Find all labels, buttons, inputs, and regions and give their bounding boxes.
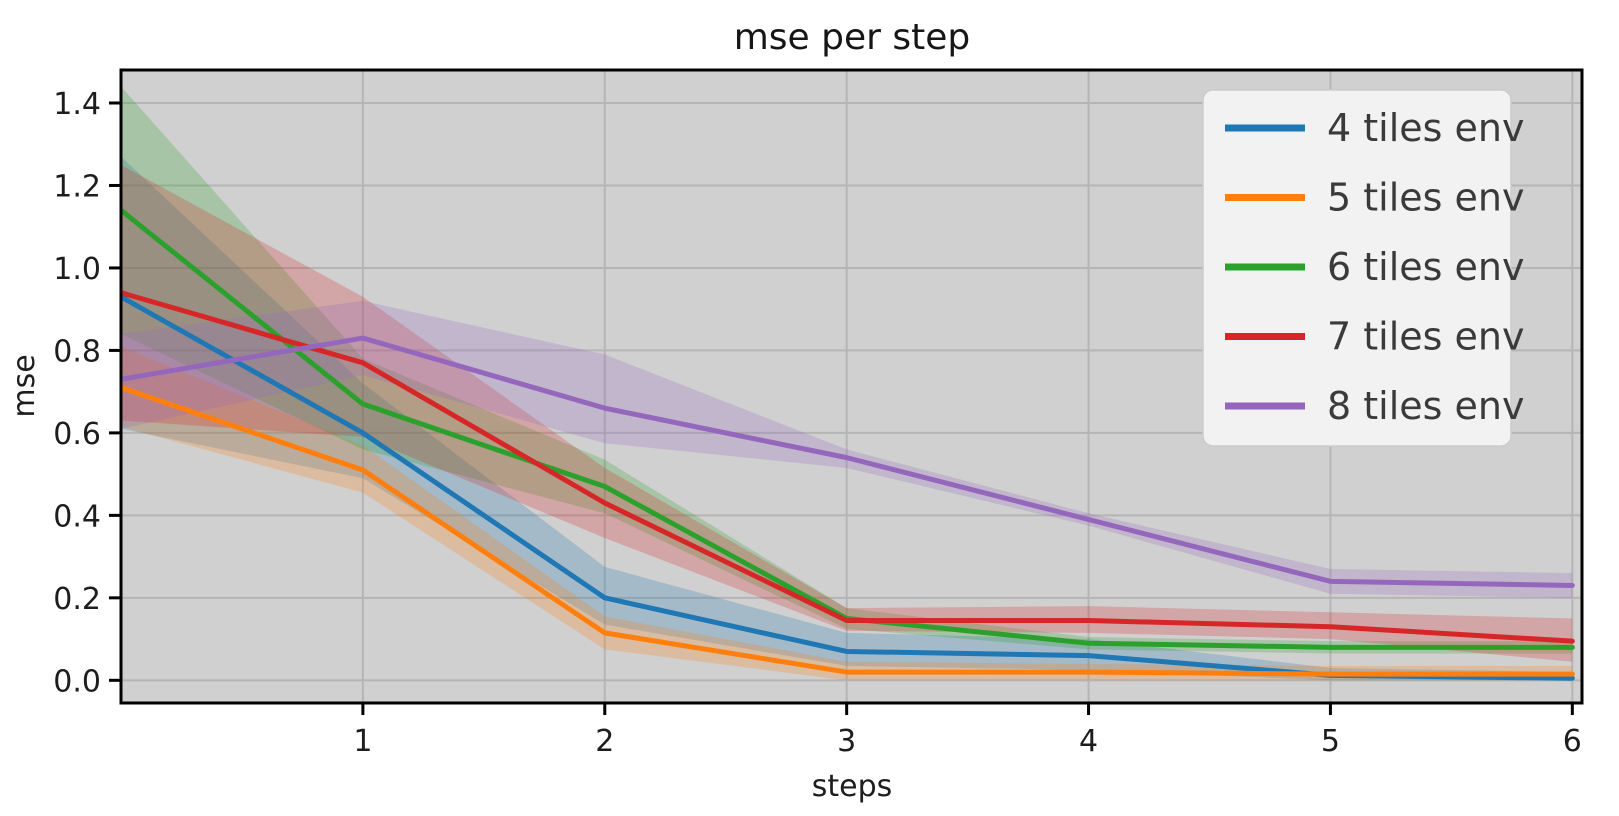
x-tick-label: 6 [1563, 724, 1582, 759]
series-band-7-tiles-env [121, 164, 1573, 662]
series-line-5-tiles-env [121, 385, 1575, 677]
y-tick-label: 1.4 [53, 87, 101, 122]
y-tick-label: 1.0 [53, 252, 101, 287]
legend-label: 4 tiles env [1327, 106, 1524, 150]
chart-title: mse per step [734, 17, 971, 58]
x-tick-label: 1 [353, 724, 372, 759]
x-tick-label: 5 [1321, 724, 1340, 759]
y-tick-label: 1.2 [53, 169, 101, 204]
legend-item: 6 tiles env [1225, 245, 1524, 289]
y-axis-label: mse [7, 354, 42, 417]
series-line-7-tiles-env [121, 290, 1575, 644]
axes-spines [119, 68, 1584, 705]
legend-label: 7 tiles env [1327, 315, 1524, 359]
x-tick-label: 4 [1079, 724, 1098, 759]
series-band-5-tiles-env [121, 346, 1573, 681]
legend-label: 8 tiles env [1327, 384, 1524, 428]
x-axis-label: steps [812, 769, 893, 804]
y-tick-label: 0.2 [53, 582, 101, 617]
legend-item: 4 tiles env [1225, 106, 1524, 150]
y-tick-label: 0.8 [53, 334, 101, 369]
y-tick-label: 0.4 [53, 499, 101, 534]
x-tick-label: 3 [837, 724, 856, 759]
legend-item: 5 tiles env [1225, 176, 1524, 220]
y-tick-label: 0.6 [53, 417, 101, 452]
legend-item: 7 tiles env [1225, 315, 1524, 359]
series-line-8-tiles-env [121, 335, 1575, 588]
legend-box [1202, 89, 1512, 447]
y-tick-label: 0.0 [53, 664, 101, 699]
legend-label: 6 tiles env [1327, 245, 1524, 289]
legend: 4 tiles env 5 tiles env 6 tiles env 7 tiles… [1202, 89, 1524, 447]
x-tick-label: 2 [595, 724, 614, 759]
series-layer [121, 86, 1575, 681]
legend-item: 8 tiles env [1225, 384, 1524, 428]
legend-label: 5 tiles env [1327, 176, 1524, 220]
